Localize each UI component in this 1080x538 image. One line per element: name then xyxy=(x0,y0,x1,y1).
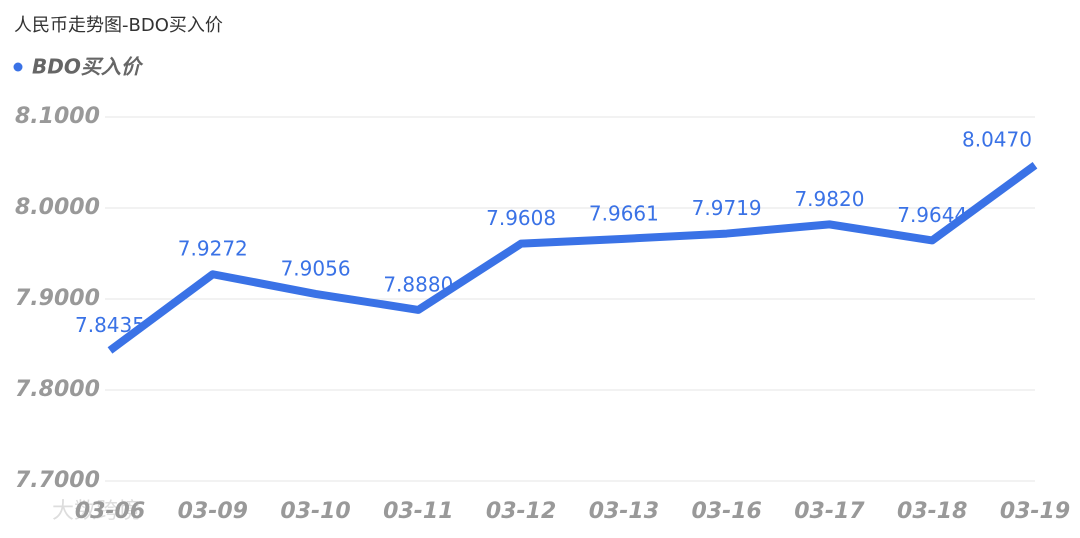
value-label: 7.9608 xyxy=(486,206,556,230)
x-tick-label: 03-09 xyxy=(178,499,248,524)
x-tick-label: 03-19 xyxy=(1000,499,1070,524)
x-tick-label: 03-17 xyxy=(794,499,865,524)
value-label: 7.9272 xyxy=(178,237,248,261)
value-label: 7.9820 xyxy=(794,187,864,211)
y-tick-label: 7.7000 xyxy=(15,468,100,493)
y-tick-label: 7.9000 xyxy=(15,286,100,311)
legend-label: BDO买入价 xyxy=(32,55,144,79)
y-tick-label: 7.8000 xyxy=(15,377,100,402)
value-label: 8.0470 xyxy=(962,128,1032,152)
x-tick-label: 03-18 xyxy=(897,499,967,524)
value-label: 7.9719 xyxy=(692,196,762,220)
x-tick-label: 03-10 xyxy=(280,499,350,524)
x-tick-label: 03-06 xyxy=(75,499,145,524)
chart-title: 人民币走势图-BDO买入价 xyxy=(14,15,223,36)
watermark: 大数跨境 xyxy=(52,499,140,524)
value-label: 7.8880 xyxy=(383,272,453,296)
value-label: 7.9644 xyxy=(897,203,967,227)
value-label: 7.9056 xyxy=(281,256,351,280)
x-tick-label: 03-12 xyxy=(486,499,556,524)
x-tick-label: 03-13 xyxy=(589,499,659,524)
line xyxy=(107,162,1038,354)
x-tick-label: 03-16 xyxy=(691,499,761,524)
value-label: 7.9661 xyxy=(589,201,659,225)
y-tick-label: 8.0000 xyxy=(15,195,100,220)
value-label: 7.8435 xyxy=(75,313,145,337)
x-tick-label: 03-11 xyxy=(383,499,453,524)
y-tick-label: 8.1000 xyxy=(15,104,100,129)
legend-marker xyxy=(13,62,23,72)
